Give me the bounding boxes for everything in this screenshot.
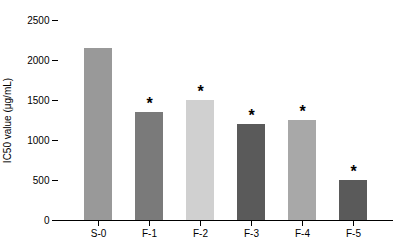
svg-text:F-2: F-2: [193, 228, 208, 239]
svg-text:*: *: [350, 163, 357, 180]
svg-text:F-5: F-5: [346, 228, 361, 239]
svg-text:*: *: [248, 107, 255, 124]
svg-text:1000: 1000: [27, 135, 50, 146]
svg-text:2000: 2000: [27, 55, 50, 66]
svg-text:*: *: [197, 83, 204, 100]
svg-text:*: *: [146, 95, 153, 112]
svg-text:2500: 2500: [27, 15, 50, 26]
svg-text:*: *: [299, 103, 306, 120]
svg-text:F-4: F-4: [295, 228, 310, 239]
svg-text:1500: 1500: [27, 95, 50, 106]
svg-text:0: 0: [44, 215, 50, 226]
svg-text:F-1: F-1: [142, 228, 157, 239]
svg-text:IC50 value (μg/mL): IC50 value (μg/mL): [2, 78, 13, 163]
svg-text:S-0: S-0: [91, 228, 107, 239]
svg-text:500: 500: [33, 175, 50, 186]
svg-text:F-3: F-3: [244, 228, 259, 239]
